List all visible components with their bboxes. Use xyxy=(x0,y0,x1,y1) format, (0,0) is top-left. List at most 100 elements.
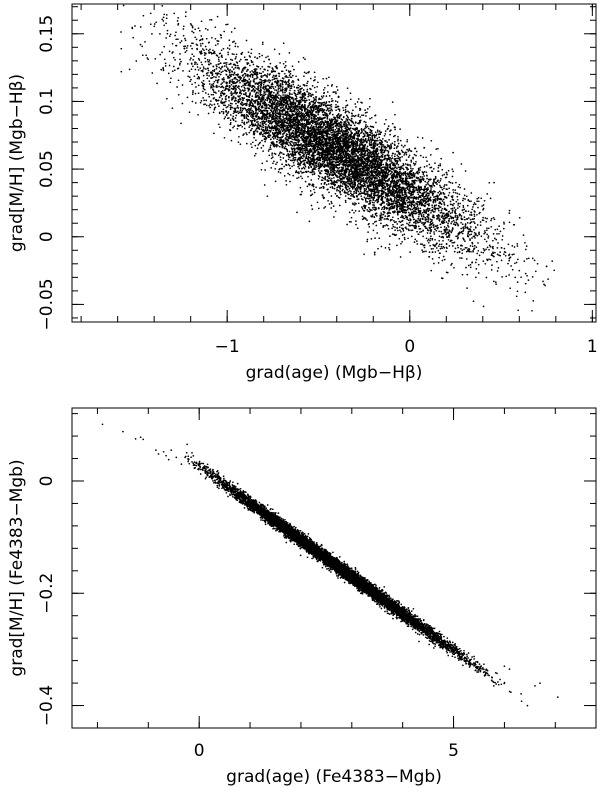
data-point xyxy=(208,59,211,61)
data-point xyxy=(331,186,334,188)
data-point xyxy=(345,114,348,117)
data-point xyxy=(329,107,331,109)
data-point xyxy=(366,208,368,211)
data-point xyxy=(381,138,384,140)
data-point xyxy=(281,83,284,86)
data-point xyxy=(275,120,278,123)
data-point xyxy=(489,258,492,261)
data-point xyxy=(274,153,277,155)
data-point xyxy=(441,247,443,250)
data-point xyxy=(141,45,144,48)
data-point xyxy=(372,198,375,201)
data-point xyxy=(467,264,470,267)
data-point xyxy=(241,119,244,122)
data-point xyxy=(449,230,451,233)
data-point xyxy=(277,154,280,157)
data-point xyxy=(405,175,408,178)
data-point xyxy=(347,190,350,193)
data-point xyxy=(290,140,292,143)
data-point xyxy=(284,145,287,148)
data-point xyxy=(285,118,288,120)
data-point xyxy=(402,183,404,185)
data-point xyxy=(328,76,330,79)
data-point xyxy=(295,93,297,96)
data-point xyxy=(443,187,445,190)
data-point xyxy=(190,78,192,81)
data-point xyxy=(361,114,363,117)
data-point xyxy=(293,68,295,71)
data-point xyxy=(425,250,427,253)
data-point xyxy=(231,53,234,55)
data-point xyxy=(205,104,208,107)
data-point xyxy=(207,69,210,72)
data-point xyxy=(374,131,377,134)
data-point xyxy=(407,237,409,240)
data-point xyxy=(244,75,247,77)
data-point xyxy=(378,237,381,240)
data-point xyxy=(253,86,256,89)
data-point xyxy=(239,81,241,84)
data-point xyxy=(279,171,282,174)
data-point xyxy=(328,101,331,103)
data-point xyxy=(234,96,236,99)
data-point xyxy=(229,69,232,71)
data-point xyxy=(237,98,240,101)
data-point xyxy=(250,107,253,109)
data-point xyxy=(396,229,399,232)
data-point xyxy=(315,186,317,189)
data-point xyxy=(272,109,275,112)
data-point xyxy=(231,102,233,105)
data-point xyxy=(310,124,313,127)
data-point xyxy=(198,29,201,32)
data-point xyxy=(258,72,261,74)
data-point xyxy=(446,188,448,191)
data-point xyxy=(388,243,391,246)
data-point xyxy=(413,153,416,156)
data-point xyxy=(424,216,426,219)
data-point xyxy=(439,179,442,182)
data-point xyxy=(214,52,216,55)
data-point xyxy=(438,252,441,255)
data-point xyxy=(496,247,499,249)
data-point xyxy=(376,147,378,150)
data-point xyxy=(363,120,366,123)
data-point xyxy=(330,105,333,108)
data-point xyxy=(244,58,247,61)
data-point xyxy=(191,26,194,29)
data-point xyxy=(134,25,136,27)
data-point xyxy=(220,92,222,95)
data-point xyxy=(287,84,290,86)
data-point xyxy=(451,227,454,229)
data-point xyxy=(417,233,420,236)
data-point xyxy=(391,122,394,125)
data-point xyxy=(300,175,302,178)
data-point xyxy=(463,248,465,251)
data-point xyxy=(246,58,249,61)
data-point xyxy=(302,89,305,91)
data-point xyxy=(360,198,363,200)
data-point xyxy=(171,70,174,73)
data-point xyxy=(441,174,444,177)
data-point xyxy=(307,175,309,178)
data-point xyxy=(360,101,362,104)
data-point xyxy=(364,143,367,146)
data-point xyxy=(297,84,300,87)
data-point xyxy=(379,161,381,164)
data-point xyxy=(289,72,292,75)
data-point xyxy=(526,258,528,260)
data-point xyxy=(211,104,213,106)
data-point xyxy=(412,193,414,196)
data-point xyxy=(410,229,412,232)
data-point xyxy=(486,193,489,195)
data-point xyxy=(408,175,411,177)
data-point xyxy=(368,179,370,182)
data-point xyxy=(329,186,332,189)
data-point xyxy=(412,171,415,174)
data-point xyxy=(221,56,223,59)
data-point xyxy=(467,217,470,219)
data-point xyxy=(221,66,223,69)
data-point xyxy=(163,24,166,27)
data-point xyxy=(235,55,237,58)
data-point xyxy=(331,150,333,153)
data-point xyxy=(232,126,234,129)
